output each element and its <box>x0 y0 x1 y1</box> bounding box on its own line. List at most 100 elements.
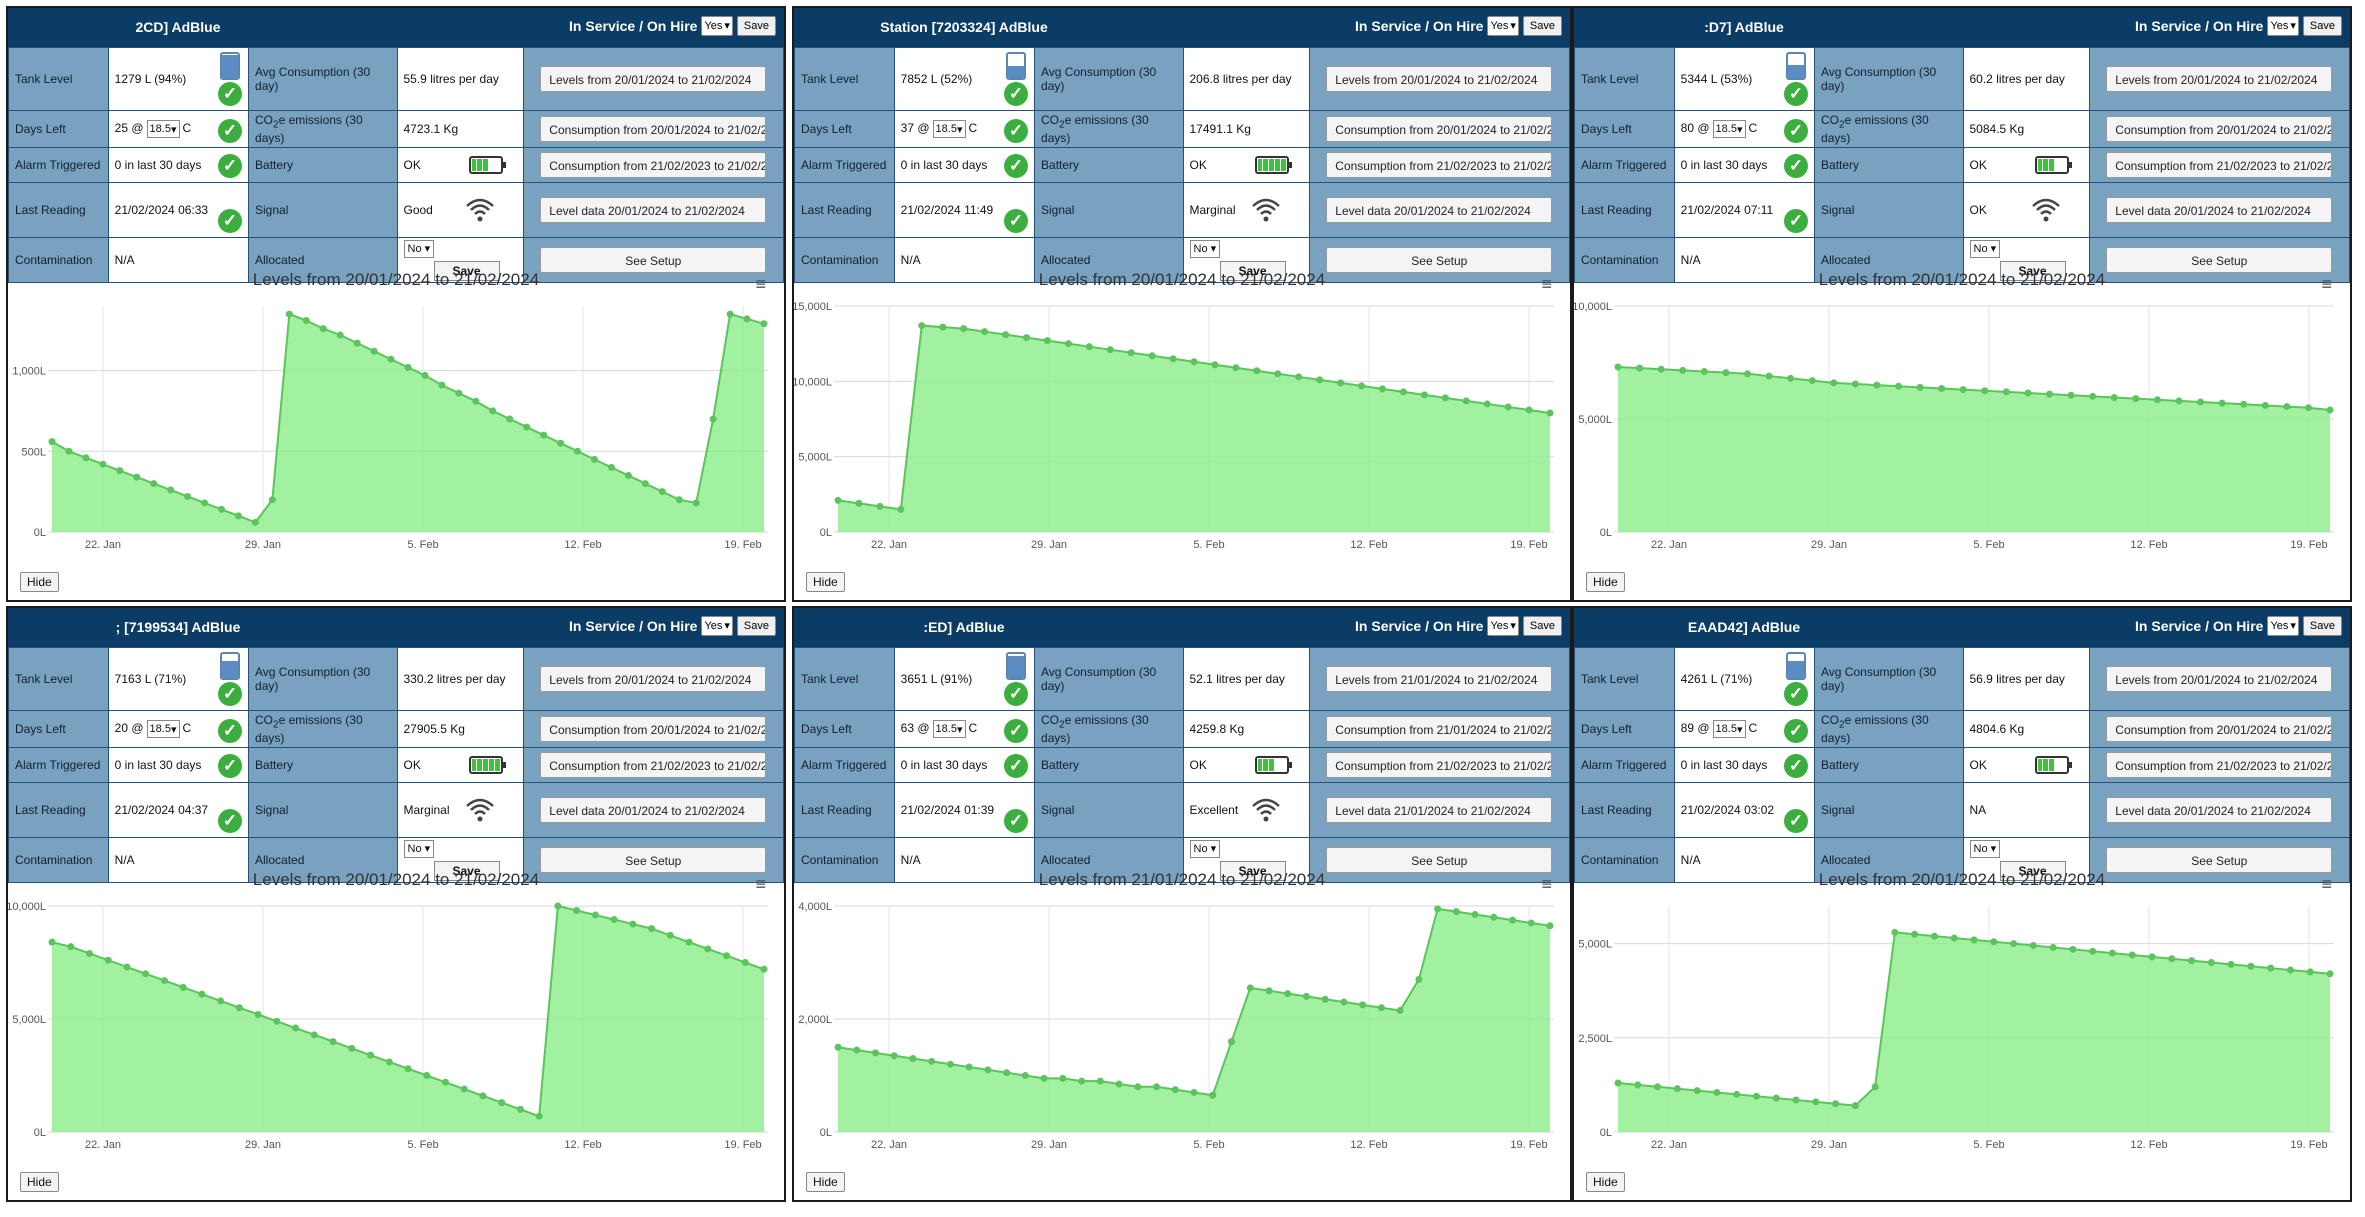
data-point[interactable] <box>268 496 276 504</box>
report-button[interactable]: Levels from 20/01/2024 to 21/02/2024 <box>540 666 767 692</box>
report-button[interactable]: See Setup <box>2106 847 2333 873</box>
data-point[interactable] <box>1302 992 1310 1000</box>
data-point[interactable] <box>150 480 158 488</box>
allocated-save-button[interactable]: Save <box>1999 260 2066 281</box>
data-point[interactable] <box>2024 389 2032 397</box>
data-point[interactable] <box>1636 364 1644 372</box>
data-point[interactable] <box>2110 394 2118 402</box>
data-point[interactable] <box>897 505 905 513</box>
data-point[interactable] <box>1509 916 1517 924</box>
data-point[interactable] <box>1169 355 1177 363</box>
data-point[interactable] <box>607 463 615 471</box>
service-select[interactable]: Yes ▾ <box>2267 16 2299 36</box>
data-point[interactable] <box>1265 987 1273 995</box>
allocated-save-button[interactable]: Save <box>1219 260 1286 281</box>
data-point[interactable] <box>2067 391 2075 399</box>
data-point[interactable] <box>123 963 131 971</box>
service-select[interactable]: Yes ▾ <box>2267 616 2299 636</box>
data-point[interactable] <box>1359 1001 1367 1009</box>
data-point[interactable] <box>1134 1083 1142 1091</box>
data-point[interactable] <box>2326 970 2334 978</box>
service-select[interactable]: Yes ▾ <box>1487 616 1519 636</box>
data-point[interactable] <box>472 397 480 405</box>
data-point[interactable] <box>909 1055 917 1063</box>
data-point[interactable] <box>523 423 531 431</box>
data-point[interactable] <box>666 931 674 939</box>
hide-button[interactable]: Hide <box>806 1172 845 1192</box>
data-point[interactable] <box>1096 1077 1104 1085</box>
data-point[interactable] <box>1106 346 1114 354</box>
menu-icon[interactable]: ≡ <box>755 274 766 294</box>
data-point[interactable] <box>116 467 124 475</box>
report-button[interactable]: Level data 20/01/2024 to 21/02/2024 <box>540 797 767 823</box>
data-point[interactable] <box>928 1057 936 1065</box>
data-point[interactable] <box>48 438 56 446</box>
data-point[interactable] <box>167 486 175 494</box>
report-button[interactable]: Consumption from 20/01/2024 to 21/02/202… <box>2106 716 2333 742</box>
data-point[interactable] <box>1085 343 1093 351</box>
report-button[interactable]: See Setup <box>540 247 767 273</box>
data-point[interactable] <box>965 1063 973 1071</box>
data-point[interactable] <box>218 505 226 513</box>
report-button[interactable]: Level data 20/01/2024 to 21/02/2024 <box>1326 197 1553 223</box>
data-point[interactable] <box>310 1031 318 1039</box>
data-point[interactable] <box>981 328 989 336</box>
data-point[interactable] <box>2132 395 2140 403</box>
data-point[interactable] <box>2089 947 2097 955</box>
data-point[interactable] <box>1471 910 1479 918</box>
data-point[interactable] <box>2108 949 2116 957</box>
report-button[interactable]: See Setup <box>2106 247 2333 273</box>
data-point[interactable] <box>1713 1088 1721 1096</box>
allocated-select[interactable]: No ▾ <box>1969 239 2001 258</box>
data-point[interactable] <box>1021 1072 1029 1079</box>
allocated-select[interactable]: No ▾ <box>1189 839 1221 858</box>
data-point[interactable] <box>1891 928 1899 936</box>
data-point[interactable] <box>455 389 463 397</box>
data-point[interactable] <box>179 983 187 991</box>
report-button[interactable]: Level data 20/01/2024 to 21/02/2024 <box>540 197 767 223</box>
data-point[interactable] <box>557 439 565 447</box>
data-point[interactable] <box>2227 960 2235 968</box>
data-point[interactable] <box>704 945 712 953</box>
data-point[interactable] <box>1462 397 1470 405</box>
report-button[interactable]: Consumption from 21/02/2023 to 21/02/202… <box>2106 152 2333 178</box>
data-point[interactable] <box>1930 932 1938 940</box>
data-point[interactable] <box>591 911 599 919</box>
data-point[interactable] <box>1148 352 1156 360</box>
hide-button[interactable]: Hide <box>1586 1172 1625 1192</box>
report-button[interactable]: Consumption from 21/02/2023 to 21/02/202… <box>2106 752 2333 778</box>
allocated-select[interactable]: No ▾ <box>403 239 435 258</box>
data-point[interactable] <box>2029 942 2037 950</box>
temperature-select[interactable]: 18.5 ▾ <box>146 120 180 138</box>
service-save-button[interactable]: Save <box>2302 16 2342 36</box>
report-button[interactable]: Levels from 20/01/2024 to 21/02/2024 <box>2106 66 2333 92</box>
data-point[interactable] <box>2247 962 2255 970</box>
data-point[interactable] <box>685 938 693 946</box>
hide-button[interactable]: Hide <box>20 1172 59 1192</box>
allocated-select[interactable]: No ▾ <box>1189 239 1221 258</box>
service-save-button[interactable]: Save <box>736 616 776 636</box>
data-point[interactable] <box>506 415 514 423</box>
data-point[interactable] <box>1434 905 1442 913</box>
allocated-save-button[interactable]: Save <box>1999 860 2066 881</box>
data-point[interactable] <box>1232 364 1240 372</box>
allocated-select[interactable]: No ▾ <box>403 839 435 858</box>
data-point[interactable] <box>2261 401 2269 409</box>
data-point[interactable] <box>1358 382 1366 390</box>
data-point[interactable] <box>1441 394 1449 402</box>
data-point[interactable] <box>1634 1081 1642 1089</box>
data-point[interactable] <box>590 455 598 463</box>
data-point[interactable] <box>760 965 768 973</box>
data-point[interactable] <box>1851 1102 1859 1110</box>
data-point[interactable] <box>741 959 749 966</box>
data-point[interactable] <box>387 355 395 363</box>
data-point[interactable] <box>1040 1074 1048 1082</box>
service-save-button[interactable]: Save <box>736 16 776 36</box>
report-button[interactable]: Consumption from 20/01/2024 to 21/02/202… <box>540 716 767 742</box>
data-point[interactable] <box>535 1112 543 1120</box>
hide-button[interactable]: Hide <box>20 572 59 592</box>
temperature-select[interactable]: 18.5 ▾ <box>146 720 180 738</box>
data-point[interactable] <box>2069 945 2077 953</box>
data-point[interactable] <box>834 496 842 504</box>
data-point[interactable] <box>1003 1069 1011 1077</box>
